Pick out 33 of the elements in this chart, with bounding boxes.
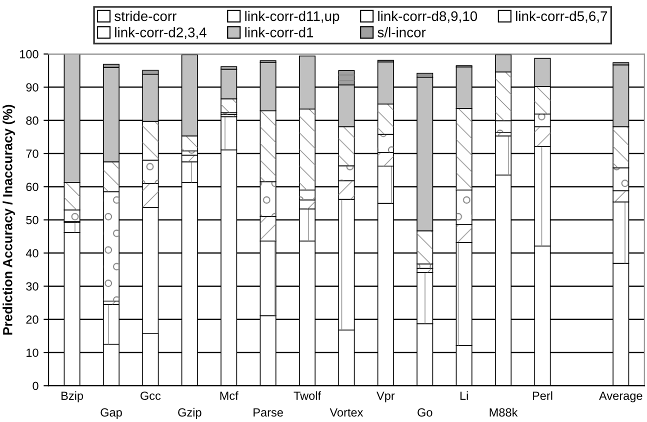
x-tick-label: Gzip <box>178 408 202 419</box>
y-tick-label: 40 <box>26 249 38 258</box>
x-tick-label: Go <box>418 408 432 417</box>
legend-label: link-corr-d8,9,10 <box>378 10 478 23</box>
x-tick-label: Vpr <box>376 392 395 402</box>
y-axis-title: Prediction Accuracy / Inaccuracy (%) <box>2 104 15 335</box>
x-tick-label: Bzip <box>62 391 84 402</box>
y-tick-label: 50 <box>26 216 38 224</box>
y-tick-label: 60 <box>26 182 38 192</box>
x-tick-label: Perl <box>532 391 552 400</box>
x-tick-label: Gcc <box>140 392 161 400</box>
y-tick-label: 100 <box>20 50 38 58</box>
y-tick-label: 80 <box>26 116 38 125</box>
x-tick-label: Mcf <box>220 391 238 400</box>
legend-label: link-corr-d2,3,4 <box>115 27 206 39</box>
x-tick-label: Average <box>599 392 642 402</box>
x-tick-label: Gap <box>100 408 122 419</box>
x-tick-label: M88k <box>490 408 518 417</box>
x-tick-label: Vortex <box>330 408 364 417</box>
legend-label: link-corr-d11,up <box>245 10 340 24</box>
x-tick-label: Twolf <box>294 391 322 400</box>
y-tick-label: 90 <box>26 83 38 92</box>
legend-label: s/l-incor <box>378 27 426 38</box>
legend-label: link-corr-d1 <box>245 27 314 38</box>
y-tick-label: 10 <box>26 348 38 357</box>
y-tick-label: 20 <box>26 315 38 324</box>
legend-label: link-corr-d5,6,7 <box>516 10 608 23</box>
x-tick-label: Parse <box>254 408 283 417</box>
y-tick-label: 0 <box>32 382 38 390</box>
x-tick-label: Li <box>460 391 468 400</box>
legend-label: stride-corr <box>114 10 176 22</box>
y-tick-label: 70 <box>26 150 38 158</box>
y-tick-label: 30 <box>26 282 38 291</box>
